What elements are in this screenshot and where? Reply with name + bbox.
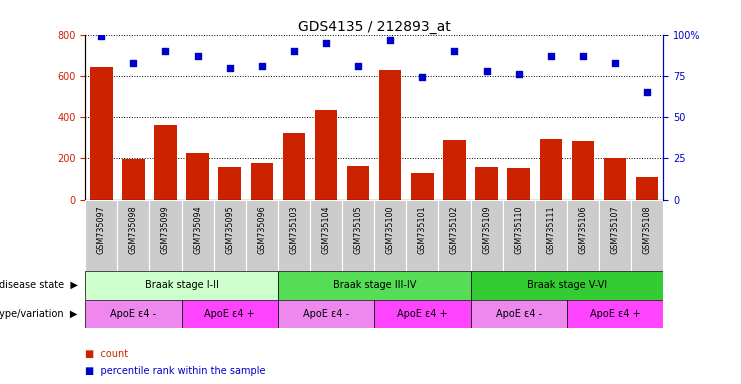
Bar [154, 126, 176, 200]
Text: GSM735098: GSM735098 [129, 205, 138, 254]
Point [256, 63, 268, 69]
Text: GSM735101: GSM735101 [418, 205, 427, 254]
Point [641, 89, 653, 96]
Bar [219, 167, 241, 200]
Point [127, 60, 139, 66]
Bar [278, 271, 471, 300]
Point [159, 48, 171, 54]
Bar [117, 200, 150, 271]
Text: ApoE ε4 -: ApoE ε4 - [496, 309, 542, 319]
Bar [406, 200, 439, 271]
Bar [636, 177, 658, 200]
Point [481, 68, 493, 74]
Bar [471, 271, 663, 300]
Bar [502, 200, 535, 271]
Bar [604, 159, 626, 200]
Bar [471, 200, 502, 271]
Bar [342, 200, 374, 271]
Bar [374, 300, 471, 328]
Bar [310, 200, 342, 271]
Point [224, 65, 236, 71]
Text: GSM735109: GSM735109 [482, 205, 491, 254]
Point [545, 53, 556, 59]
Text: GSM735104: GSM735104 [322, 205, 330, 254]
Bar [471, 300, 567, 328]
Bar [90, 66, 113, 200]
Bar [631, 200, 663, 271]
Bar [443, 140, 465, 200]
Bar [599, 200, 631, 271]
Text: GSM735096: GSM735096 [257, 205, 266, 254]
Bar [182, 300, 278, 328]
Text: ApoE ε4 +: ApoE ε4 + [397, 309, 448, 319]
Text: GSM735100: GSM735100 [386, 205, 395, 254]
Text: GSM735107: GSM735107 [611, 205, 619, 254]
Text: ApoE ε4 -: ApoE ε4 - [303, 309, 349, 319]
Text: GSM735110: GSM735110 [514, 205, 523, 254]
Text: Braak stage V-VI: Braak stage V-VI [527, 280, 607, 290]
Text: GSM735103: GSM735103 [290, 205, 299, 254]
Bar [122, 159, 144, 200]
Bar [567, 200, 599, 271]
Point [416, 74, 428, 81]
Point [577, 53, 589, 59]
Point [192, 53, 204, 59]
Bar [278, 200, 310, 271]
Bar [508, 168, 530, 200]
Bar [250, 163, 273, 200]
Text: disease state  ▶: disease state ▶ [0, 280, 78, 290]
Text: ApoE ε4 -: ApoE ε4 - [110, 309, 156, 319]
Bar [150, 200, 182, 271]
Bar [539, 139, 562, 200]
Text: GSM735099: GSM735099 [161, 205, 170, 254]
Bar [278, 300, 374, 328]
Bar [379, 70, 402, 200]
Text: GSM735095: GSM735095 [225, 205, 234, 254]
Bar [85, 271, 278, 300]
Point [288, 48, 300, 54]
Text: ■  count: ■ count [85, 349, 128, 359]
Bar [476, 167, 498, 200]
Point [385, 36, 396, 43]
Text: ■  percentile rank within the sample: ■ percentile rank within the sample [85, 366, 266, 376]
Bar [411, 173, 433, 200]
Text: GSM735105: GSM735105 [353, 205, 362, 254]
Point [352, 63, 364, 69]
Bar [535, 200, 567, 271]
Title: GDS4135 / 212893_at: GDS4135 / 212893_at [298, 20, 451, 33]
Text: GSM735102: GSM735102 [450, 205, 459, 254]
Bar [246, 200, 278, 271]
Text: GSM735108: GSM735108 [642, 205, 651, 254]
Bar [315, 110, 337, 200]
Point [609, 60, 621, 66]
Bar [347, 166, 369, 200]
Point [448, 48, 460, 54]
Text: Braak stage I-II: Braak stage I-II [144, 280, 219, 290]
Bar [213, 200, 246, 271]
Bar [85, 300, 182, 328]
Text: Braak stage III-IV: Braak stage III-IV [333, 280, 416, 290]
Bar [374, 200, 406, 271]
Point [513, 71, 525, 77]
Text: ApoE ε4 +: ApoE ε4 + [590, 309, 640, 319]
Point [96, 33, 107, 39]
Text: GSM735097: GSM735097 [97, 205, 106, 254]
Point [320, 40, 332, 46]
Bar [439, 200, 471, 271]
Bar [85, 200, 117, 271]
Bar [187, 153, 209, 200]
Text: GSM735094: GSM735094 [193, 205, 202, 254]
Text: ApoE ε4 +: ApoE ε4 + [205, 309, 255, 319]
Text: GSM735106: GSM735106 [579, 205, 588, 254]
Bar [567, 300, 663, 328]
Text: GSM735111: GSM735111 [546, 205, 555, 254]
Bar [182, 200, 213, 271]
Bar [572, 141, 594, 200]
Bar [283, 132, 305, 200]
Text: genotype/variation  ▶: genotype/variation ▶ [0, 309, 78, 319]
